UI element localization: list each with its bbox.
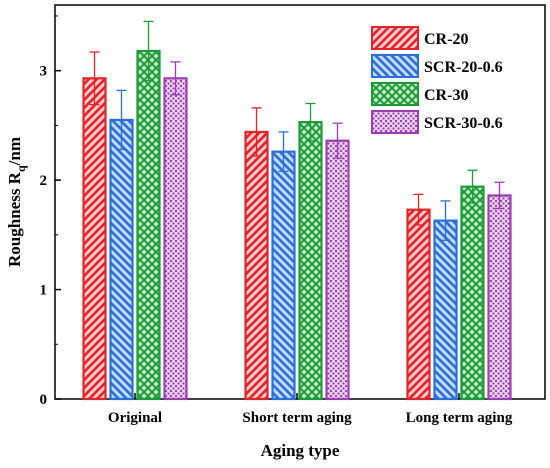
x-tick-label-short-term-aging: Short term aging	[242, 410, 352, 426]
bar-scr-30-0-6-long-term-aging	[487, 194, 512, 401]
legend-swatch-cr-30	[371, 82, 419, 106]
bars-group	[82, 20, 512, 401]
y-axis-title: Roughness Rq/nm	[5, 137, 28, 267]
y-tick-label: 1	[40, 283, 48, 299]
legend-label-cr-20: CR-20	[424, 31, 468, 48]
legend-swatch-scr-20-0-6	[371, 54, 419, 78]
y-axis: 0 1 2 3	[40, 15, 61, 408]
bar-cr-30-original	[136, 49, 161, 401]
bar-scr-20-0-6-short-term-aging	[271, 150, 296, 401]
y-axis-title-unit: /nm	[5, 137, 24, 166]
legend-label-cr-30: CR-30	[424, 87, 468, 104]
x-axis-title: Aging type	[261, 441, 340, 460]
y-tick-label: 2	[40, 173, 48, 189]
x-axis: Original Short term aging Long term aging	[108, 393, 513, 426]
bar-cr-20-short-term-aging	[244, 130, 269, 401]
legend-label-scr-30-0-6: SCR-30-0.6	[424, 115, 503, 132]
legend: CR-20 SCR-20-0.6 CR-30 SCR-30-0.6	[371, 26, 503, 134]
y-tick-label: 3	[40, 64, 48, 80]
bar-cr-20-long-term-aging	[406, 208, 431, 401]
y-tick-label: 0	[40, 392, 48, 408]
y-axis-title-main: Roughness R	[5, 171, 24, 267]
bar-cr-30-long-term-aging	[460, 185, 485, 401]
legend-swatch-cr-20	[371, 26, 419, 50]
bar-scr-20-0-6-original	[109, 118, 134, 401]
bar-cr-20-original	[82, 77, 107, 401]
bar-scr-30-0-6-original	[163, 77, 188, 401]
x-tick-label-long-term-aging: Long term aging	[406, 410, 513, 426]
legend-label-scr-20-0-6: SCR-20-0.6	[424, 59, 503, 76]
bar-cr-30-short-term-aging	[298, 121, 323, 401]
legend-swatch-scr-30-0-6	[371, 110, 419, 134]
x-tick-label-original: Original	[108, 410, 162, 426]
bar-scr-20-0-6-long-term-aging	[433, 219, 458, 401]
y-axis-title-subscript: q	[14, 165, 28, 172]
bar-scr-30-0-6-short-term-aging	[325, 139, 350, 401]
